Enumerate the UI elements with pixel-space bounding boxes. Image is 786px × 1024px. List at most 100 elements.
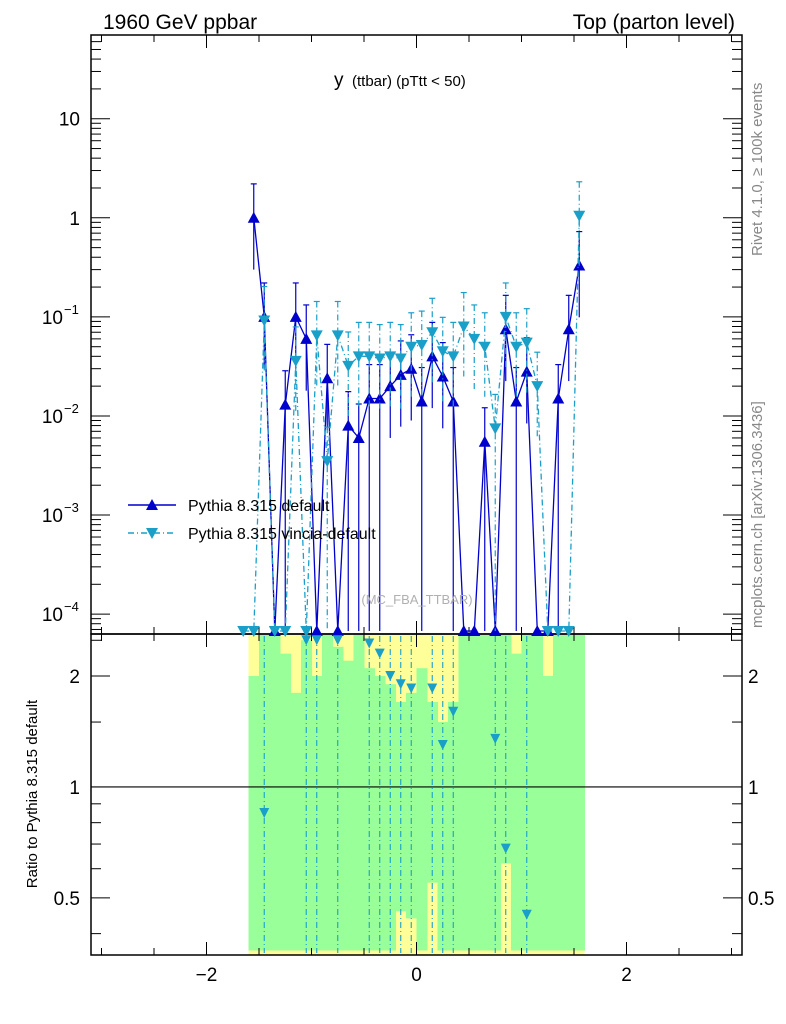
data-point [321,372,334,384]
x-tick-label: 0 [411,965,422,986]
data-point [247,211,260,223]
data-point [478,435,491,447]
data-point [352,351,365,363]
data-point [258,315,271,327]
band-green-28 [542,675,554,951]
data-point [321,456,334,468]
mcplots-label: mcplots.cern.ch [arXiv:1306.3436] [749,401,766,628]
plot-title-sub: (ttbar) (pTtt < 50) [352,73,466,90]
y-tick-exponent: −3 [64,500,79,515]
rivet-version-label: Rivet 4.1.0, ≥ 100k events [749,83,766,256]
data-point [384,380,397,392]
y-tick-label: 10 [42,407,63,428]
data-point [531,381,544,393]
ratio-layer [259,635,532,953]
data-point [394,353,407,365]
data-point [436,370,449,382]
band-green-12 [374,675,386,951]
band-green-10 [353,635,365,951]
data-point [247,626,260,637]
y-tick-label: 10 [59,110,80,131]
data-point [384,351,397,363]
ratio-y-tick-label: 1 [69,778,80,799]
band-green-8 [332,646,344,951]
data-point [510,341,523,353]
data-point [289,355,302,367]
data-point [573,210,586,222]
y-tick-exponent: −4 [64,599,79,614]
data-point [363,392,376,404]
ratio-point [406,683,417,694]
data-point [499,323,512,335]
y-tick-label: 1 [69,209,80,230]
header-left-title: 1960 GeV ppbar [103,11,257,34]
data-point [373,353,386,365]
data-point [562,323,575,335]
band-green-4 [290,692,302,951]
data-point [289,310,302,322]
data-point [552,626,565,637]
data-point [300,626,313,637]
data-point [279,626,292,637]
ratio-point [301,635,312,646]
data-point [363,351,376,363]
data-point [447,351,460,363]
data-point [237,626,250,637]
data-point [394,368,407,380]
ratio-point [427,683,438,694]
data-point [342,419,355,431]
ratio-y-tick-label-right: 2 [748,667,759,688]
data-point [510,395,523,407]
data-point [468,625,481,636]
upper-frame [90,34,743,635]
data-point [415,340,428,352]
data-point [331,625,344,636]
data-point [352,431,365,443]
data-point [531,625,544,636]
data-point [457,321,470,333]
band-green-25 [511,653,522,951]
ratio-point [332,635,343,646]
legend-label-default: Pythia 8.315 default [188,498,330,515]
ratio-bands [248,635,585,955]
y-tick-exponent: −2 [64,401,79,416]
band-green-9 [343,660,354,951]
band-green-3 [280,653,291,951]
series-layer [237,181,586,637]
band-green-20 [458,635,470,951]
data-point [436,346,449,358]
data-point [268,626,281,637]
ratio-point [500,843,511,854]
y-tick-label: 10 [42,605,63,626]
y-tick-label: 10 [42,506,63,527]
band-green-22 [479,635,491,951]
data-point [342,360,355,372]
plot-title-main: y [334,70,344,91]
data-point [415,395,428,407]
band-green-0 [248,675,260,951]
ratio-point [395,679,406,690]
ratio-y-tick-label: 0.5 [54,889,80,910]
band-green-27 [532,635,543,951]
legend-label-vincia: Pythia 8.315 vincia-default [188,526,376,543]
band-green-7 [322,635,333,951]
ratio-point [259,807,270,818]
data-point [541,626,554,637]
ratio-point [311,635,322,646]
ratio-point [437,739,448,750]
data-point [300,332,313,344]
data-point [562,626,575,637]
data-point [489,423,502,435]
band-green-16 [416,668,428,951]
band-green-30 [563,635,575,951]
data-point [520,365,533,377]
ratio-point [374,648,385,659]
data-point [552,392,565,404]
data-point [310,330,323,342]
data-point [520,337,533,349]
legend-marker-default [146,499,158,510]
band-green-6 [311,675,323,951]
